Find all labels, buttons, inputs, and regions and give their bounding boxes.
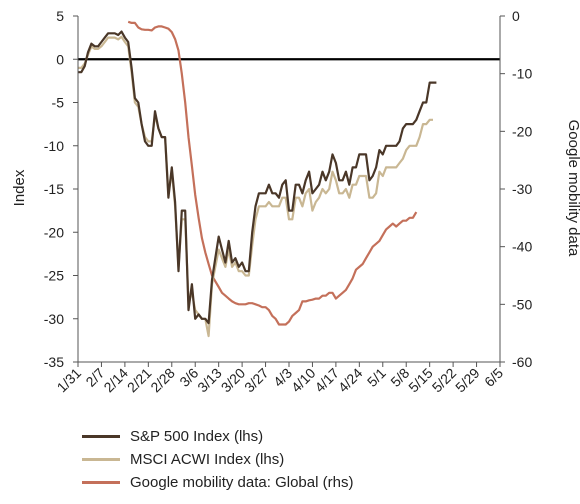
x-tick-label: 5/29 — [452, 365, 483, 396]
y-tick-left-label: 0 — [56, 51, 64, 67]
y-tick-right-label: 0 — [512, 8, 520, 24]
legend-swatch — [82, 435, 120, 438]
legend-label: S&P 500 Index (lhs) — [130, 428, 264, 445]
legend-item: MSCI ACWI Index (lhs) — [82, 448, 353, 471]
y-tick-left-label: 5 — [56, 8, 64, 24]
x-tick-label: 4/24 — [335, 365, 366, 396]
legend-label: MSCI ACWI Index (lhs) — [130, 451, 285, 468]
series-layer — [78, 20, 437, 338]
legend-item: S&P 500 Index (lhs) — [82, 425, 353, 448]
y-tick-left-label: -30 — [44, 311, 64, 327]
y-tick-left-label: -20 — [44, 224, 64, 240]
y-tick-left-label: -5 — [52, 95, 65, 111]
x-tick-label: 6/5 — [481, 365, 506, 390]
y-tick-left-label: -25 — [44, 268, 64, 284]
y-tick-right-label: -30 — [512, 181, 532, 197]
legend-label: Google mobility data: Global (rhs) — [130, 474, 354, 491]
series-line-msci-acwi — [78, 35, 433, 338]
y-tick-left-label: -35 — [44, 354, 64, 370]
legend-swatch — [82, 481, 120, 484]
y-axis-title-left: Index — [11, 169, 28, 206]
legend-swatch — [82, 458, 120, 461]
x-tick-label: 3/27 — [241, 365, 272, 396]
legend: S&P 500 Index (lhs) MSCI ACWI Index (lhs)… — [82, 425, 353, 494]
x-tick-label: 5/1 — [364, 365, 389, 390]
y-tick-right-label: -60 — [512, 354, 532, 370]
y-tick-right-label: -10 — [512, 66, 532, 82]
y-tick-left-label: -10 — [44, 138, 64, 154]
series-line-google-mobility — [127, 20, 418, 326]
series-line-sp500 — [78, 30, 437, 325]
y-tick-right-label: -40 — [512, 239, 532, 255]
x-tick-label: 2/28 — [147, 365, 178, 396]
legend-item: Google mobility data: Global (rhs) — [82, 471, 353, 494]
y-tick-left-label: -15 — [44, 181, 64, 197]
y-tick-right-label: -20 — [512, 123, 532, 139]
y-tick-right-label: -50 — [512, 296, 532, 312]
y-axis-title-right: Google mobility data — [565, 120, 580, 257]
